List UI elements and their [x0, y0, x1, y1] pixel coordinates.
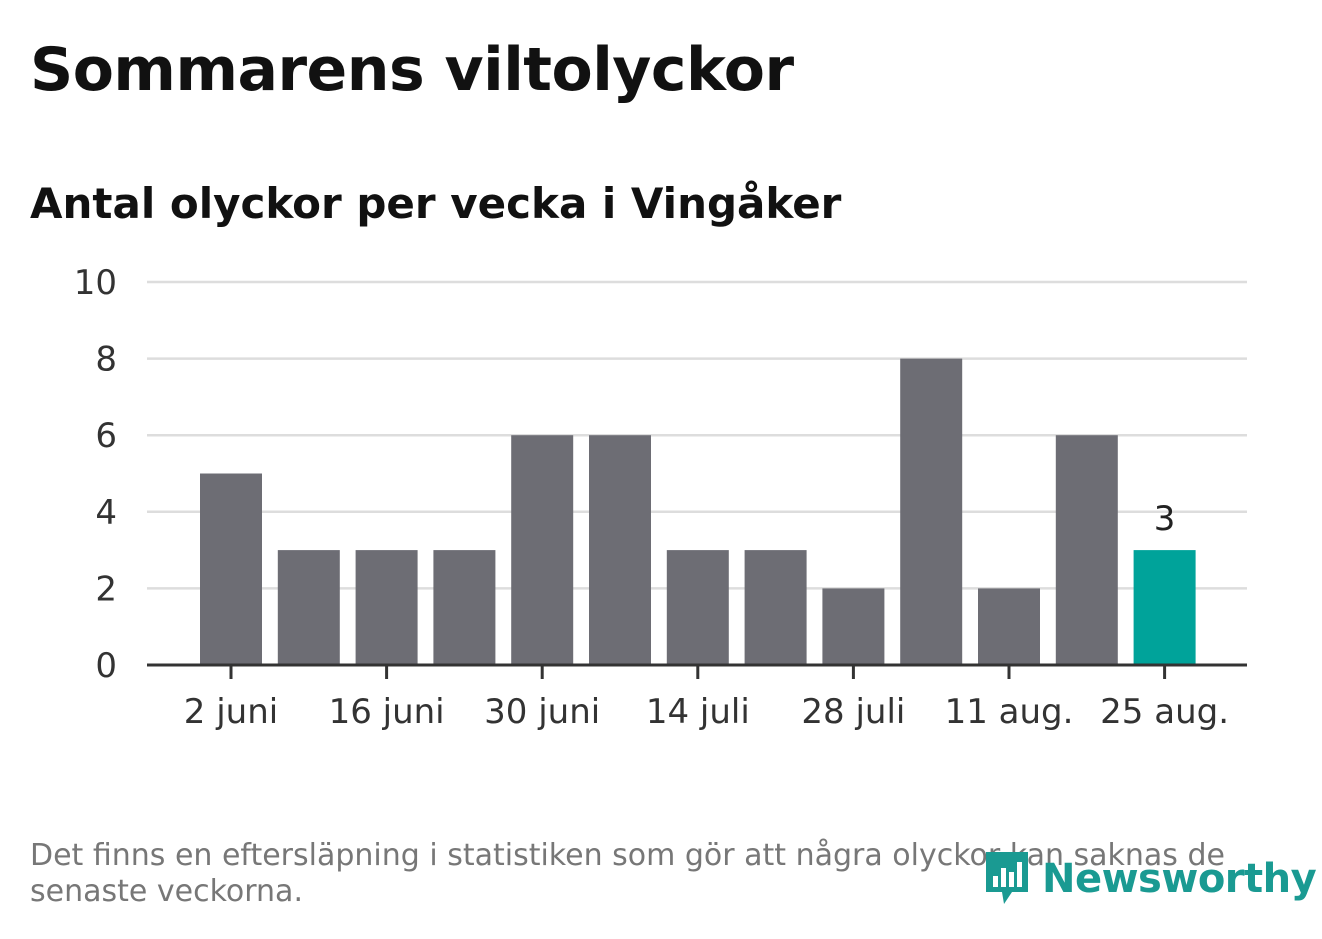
y-tick-label: 6 [95, 416, 117, 456]
y-axis-ticks: 0 2 4 6 8 10 [74, 263, 117, 686]
bar[interactable] [200, 473, 262, 666]
bar[interactable] [900, 358, 963, 665]
x-tick-label: 28 juli [801, 692, 905, 732]
bar[interactable] [277, 550, 340, 665]
bar[interactable] [433, 550, 496, 665]
y-tick-label: 2 [95, 569, 117, 609]
bar[interactable] [744, 550, 807, 665]
x-tick-label: 16 juni [329, 692, 445, 732]
bar[interactable] [511, 435, 574, 665]
bar[interactable] [822, 588, 885, 665]
x-tick-label: 25 aug. [1100, 692, 1229, 732]
data-label: 3 [1154, 499, 1176, 539]
x-tick-label: 14 juli [646, 692, 750, 732]
x-tick-label: 2 juni [184, 692, 278, 732]
bar-chart: 0 2 4 6 8 10 3 2 juni 16 juni 30 juni 14 juli 28 … [74, 263, 1247, 732]
data-labels: 3 [1154, 499, 1176, 539]
x-axis-ticks: 2 juni 16 juni 30 juni 14 juli 28 juli 11 aug… [147, 663, 1247, 732]
x-tick-label: 11 aug. [945, 692, 1074, 732]
bar[interactable] [1055, 435, 1118, 665]
chart-subtitle: Antal olyckor per vecka i Vingåker [30, 179, 842, 228]
chart-title: Sommarens viltolyckor [30, 35, 794, 105]
y-tick-label: 0 [95, 646, 117, 686]
bars [200, 358, 1196, 666]
x-tick-label: 30 juni [484, 692, 600, 732]
newsworthy-logo-icon [986, 852, 1028, 904]
bar[interactable] [978, 588, 1040, 665]
bar[interactable] [589, 435, 651, 665]
bar[interactable] [355, 550, 418, 665]
brand-logo[interactable]: Newsworthy [982, 848, 1317, 910]
y-tick-label: 10 [74, 263, 117, 303]
bar[interactable] [1133, 550, 1196, 665]
y-tick-label: 4 [95, 493, 117, 533]
y-tick-label: 8 [95, 340, 117, 380]
brand-name: Newsworthy [1042, 856, 1317, 902]
bar[interactable] [666, 550, 729, 665]
